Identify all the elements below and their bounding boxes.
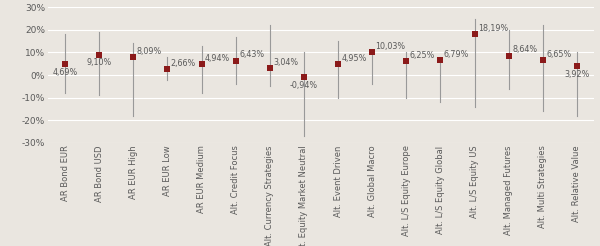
Text: 6,79%: 6,79% (444, 50, 469, 59)
Text: 8,09%: 8,09% (137, 47, 162, 56)
Text: 6,65%: 6,65% (546, 50, 571, 59)
Text: 4,94%: 4,94% (205, 54, 230, 63)
Text: 2,66%: 2,66% (171, 59, 196, 68)
Text: 3,92%: 3,92% (564, 70, 590, 78)
Text: 4,95%: 4,95% (341, 54, 367, 63)
Text: 4,69%: 4,69% (52, 68, 77, 77)
Text: 6,25%: 6,25% (410, 51, 435, 60)
Text: 3,04%: 3,04% (273, 58, 298, 67)
Text: -0,94%: -0,94% (290, 80, 318, 90)
Text: 6,43%: 6,43% (239, 50, 264, 59)
Text: 9,10%: 9,10% (86, 58, 112, 67)
Text: 10,03%: 10,03% (376, 42, 406, 51)
Text: 8,64%: 8,64% (512, 46, 537, 54)
Text: 18,19%: 18,19% (478, 24, 508, 33)
